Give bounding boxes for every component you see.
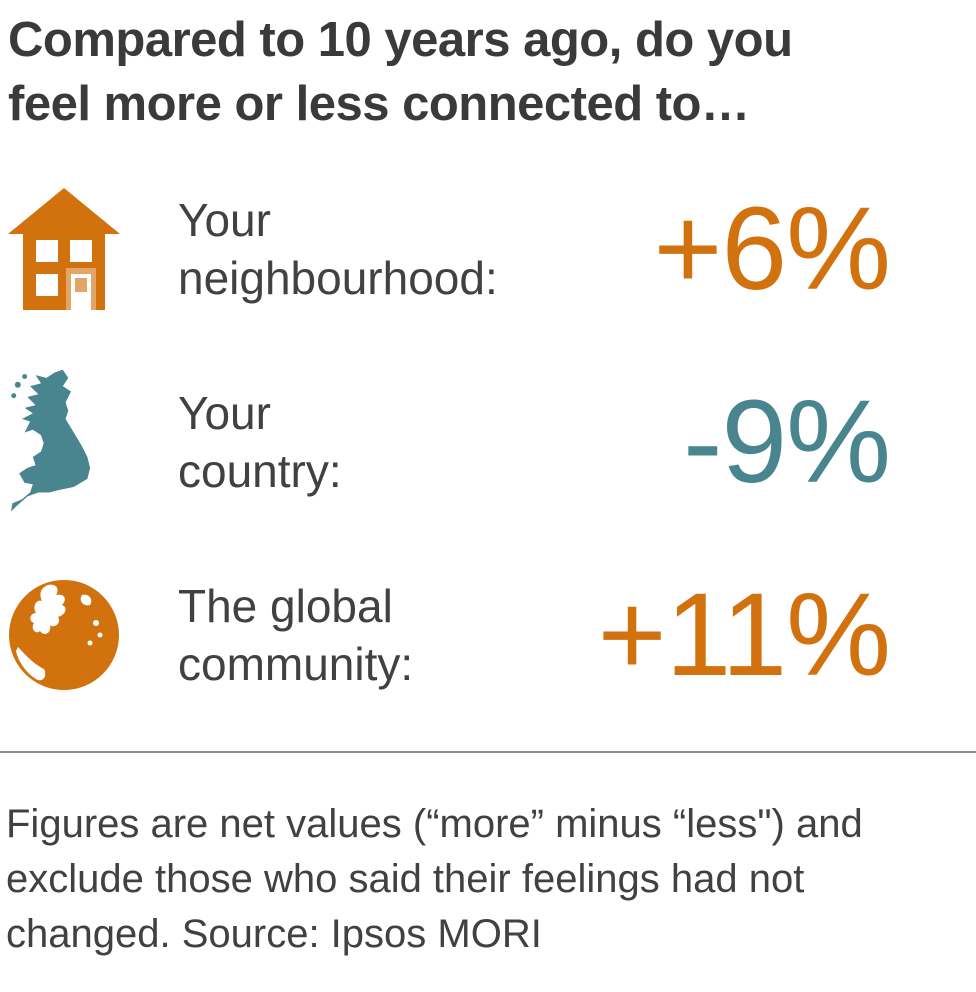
row-value: +11% — [597, 568, 891, 701]
house-icon — [0, 187, 178, 310]
label-line-1: Your — [178, 193, 271, 246]
label-line-2: country: — [178, 444, 342, 497]
door-pane — [75, 277, 87, 292]
rows: Your neighbourhood: +6% Your country: -9… — [0, 152, 976, 731]
row-label: The global community: — [178, 577, 560, 693]
title-line-1: Compared to 10 years ago, do you — [8, 13, 793, 67]
row-global-community: The global community: +11% — [0, 538, 976, 731]
title-line-2: feel more or less connected to… — [8, 77, 750, 131]
globe-icon — [0, 579, 178, 691]
row-label: Your neighbourhood: — [178, 191, 560, 307]
row-country: Your country: -9% — [0, 345, 976, 538]
row-value: +6% — [653, 182, 891, 315]
uk-map-icon — [0, 367, 178, 517]
divider — [0, 751, 976, 753]
row-value: -9% — [683, 375, 891, 508]
row-label: Your country: — [178, 384, 560, 500]
row-neighbourhood: Your neighbourhood: +6% — [0, 152, 976, 345]
footnote-line-3: changed. Source: Ipsos MORI — [6, 912, 542, 956]
label-line-2: community: — [178, 637, 414, 690]
footnote-line-2: exclude those who said their feelings ha… — [6, 857, 805, 901]
footnote: Figures are net values (“more” minus “le… — [6, 797, 968, 962]
footnote-line-1: Figures are net values (“more” minus “le… — [6, 802, 863, 846]
label-line-2: neighbourhood: — [178, 251, 498, 304]
label-line-1: The global — [178, 579, 393, 632]
label-line-1: Your — [178, 386, 271, 439]
chart-title: Compared to 10 years ago, do you feel mo… — [8, 8, 968, 136]
